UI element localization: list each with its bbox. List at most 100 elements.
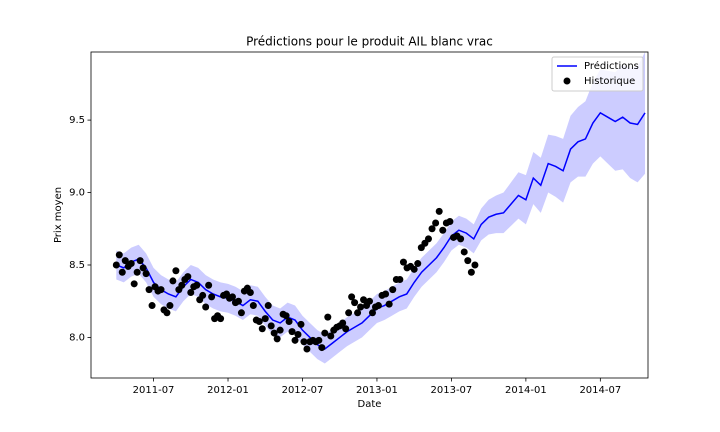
data-point (389, 286, 397, 294)
data-point (368, 309, 376, 317)
data-point (348, 293, 356, 301)
data-point (410, 265, 418, 273)
data-point (345, 309, 353, 317)
data-point (374, 302, 382, 310)
y-tick-label: 9.0 (69, 188, 85, 199)
data-point (273, 335, 281, 343)
data-point (205, 281, 213, 289)
data-point (157, 286, 165, 294)
data-point (142, 270, 150, 278)
data-point (435, 207, 443, 215)
data-point (460, 248, 468, 256)
data-point (139, 264, 147, 272)
data-point (291, 336, 299, 344)
data-point (270, 329, 278, 337)
data-point (318, 344, 326, 352)
legend-label: Prédictions (584, 60, 639, 72)
data-point (471, 261, 479, 269)
data-point (382, 290, 390, 298)
data-point (261, 315, 269, 323)
data-point (366, 297, 373, 305)
data-point (184, 273, 192, 281)
data-point (399, 258, 407, 266)
data-point (446, 218, 454, 226)
data-point (288, 328, 296, 336)
data-point (457, 235, 465, 243)
plot-frame (90, 51, 649, 379)
data-point (199, 291, 207, 299)
x-axis-label: Date (358, 399, 382, 410)
x-tick-label: 2014-07 (579, 385, 621, 396)
data-point (237, 309, 245, 317)
data-point (148, 302, 156, 310)
data-point (351, 299, 359, 307)
data-point (121, 257, 129, 265)
data-point (166, 302, 174, 310)
data-point (127, 260, 135, 268)
y-axis-label: Prix moyen (53, 187, 64, 243)
data-point (321, 329, 329, 337)
data-point (133, 268, 141, 276)
data-point (187, 289, 195, 297)
x-tick-label: 2013-01 (356, 385, 398, 396)
data-point (439, 226, 447, 234)
data-point (300, 338, 308, 346)
data-point (357, 303, 365, 311)
data-point (428, 225, 436, 233)
data-point (145, 286, 153, 294)
data-point (249, 302, 257, 310)
data-point (342, 325, 350, 333)
data-point (202, 303, 210, 311)
y-tick-label: 9.5 (69, 115, 85, 126)
data-point (255, 317, 263, 325)
data-point (169, 277, 177, 285)
data-point (228, 293, 236, 301)
legend: Prédictions Historique (551, 56, 644, 92)
data-point (276, 326, 284, 334)
data-point (297, 320, 305, 328)
legend-label: Historique (584, 76, 635, 87)
data-point (385, 300, 393, 308)
data-point (360, 296, 368, 304)
data-point (396, 275, 404, 283)
data-point (217, 315, 225, 323)
data-point (467, 268, 475, 276)
data-point (178, 281, 186, 289)
data-point (264, 302, 272, 310)
data-point (327, 332, 335, 340)
data-point (354, 309, 362, 317)
data-point (136, 257, 144, 265)
data-point (246, 289, 254, 297)
data-point (303, 345, 311, 353)
data-point (464, 257, 472, 265)
data-point (130, 280, 138, 288)
data-point (315, 336, 323, 344)
legend-marker (563, 77, 571, 85)
chart-title: Prédictions pour le produit AIL blanc vr… (246, 35, 493, 49)
y-tick-label: 8.0 (69, 332, 85, 343)
data-point (172, 267, 180, 275)
data-point (234, 297, 242, 305)
data-point (193, 281, 201, 289)
data-point (118, 268, 126, 276)
x-tick-label: 2012-07 (282, 385, 324, 396)
y-tick-label: 8.5 (69, 260, 85, 271)
data-point (208, 293, 216, 301)
uncertainty-band (116, 52, 646, 364)
x-tick-label: 2014-01 (505, 385, 547, 396)
data-point (282, 312, 290, 320)
x-tick-label: 2011-07 (133, 385, 175, 396)
data-point (432, 219, 440, 227)
data-point (324, 313, 332, 321)
data-point (267, 322, 275, 330)
data-point (424, 235, 432, 243)
data-point (163, 309, 171, 317)
data-point (115, 251, 123, 259)
plot-area (112, 52, 646, 364)
data-point (258, 325, 266, 333)
data-point (339, 319, 347, 327)
x-tick-label: 2013-07 (431, 385, 473, 396)
data-point (112, 261, 120, 269)
data-point (294, 331, 302, 339)
